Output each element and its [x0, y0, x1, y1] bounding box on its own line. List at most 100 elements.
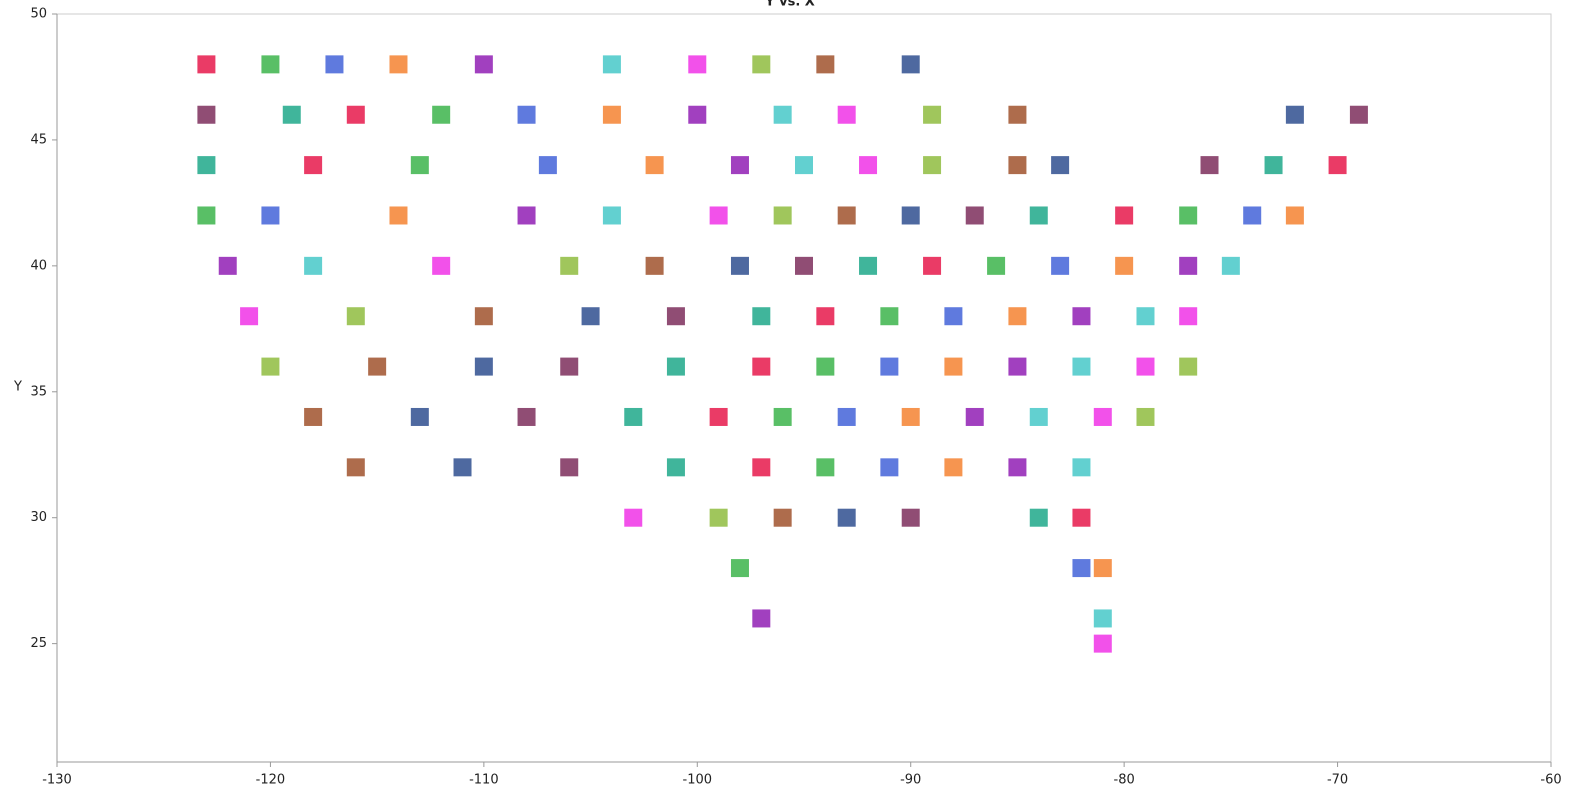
point	[1051, 256, 1070, 275]
point	[325, 55, 344, 74]
point	[880, 458, 899, 477]
point	[837, 105, 856, 124]
point	[1072, 357, 1091, 376]
point	[923, 105, 942, 124]
point	[752, 357, 771, 376]
point	[709, 407, 728, 426]
point	[346, 307, 365, 326]
point	[432, 256, 451, 275]
point	[1029, 206, 1048, 225]
point	[1264, 156, 1283, 175]
point	[987, 256, 1006, 275]
point	[752, 609, 771, 628]
point	[410, 156, 429, 175]
point	[1093, 634, 1112, 653]
point	[666, 307, 685, 326]
point	[389, 206, 408, 225]
point	[560, 357, 579, 376]
point	[368, 357, 387, 376]
point	[1179, 357, 1198, 376]
point	[1136, 307, 1155, 326]
point	[923, 256, 942, 275]
point	[261, 206, 280, 225]
point	[773, 407, 792, 426]
point	[1072, 307, 1091, 326]
point	[901, 206, 920, 225]
chart-title: Y vs. X	[764, 0, 815, 10]
point	[1029, 508, 1048, 527]
y-tick-label: 45	[30, 132, 47, 147]
point	[773, 105, 792, 124]
x-tick-label: -110	[469, 773, 499, 788]
point	[261, 55, 280, 74]
y-tick-label: 30	[30, 510, 47, 525]
y-tick-label: 40	[30, 258, 47, 273]
point	[474, 55, 493, 74]
point	[1285, 105, 1304, 124]
point	[218, 256, 237, 275]
point	[816, 458, 835, 477]
point	[1179, 256, 1198, 275]
point	[752, 458, 771, 477]
point	[1115, 206, 1134, 225]
x-tick-label: -130	[42, 773, 72, 788]
point	[923, 156, 942, 175]
point	[880, 357, 899, 376]
point	[795, 156, 813, 175]
point	[730, 559, 749, 578]
point	[965, 206, 984, 225]
point	[859, 256, 878, 275]
point	[432, 105, 451, 124]
point	[538, 156, 557, 175]
x-tick-label: -80	[1114, 773, 1135, 788]
point	[474, 307, 493, 326]
point	[837, 206, 856, 225]
point	[666, 458, 685, 477]
point	[1328, 156, 1347, 175]
point	[965, 407, 984, 426]
point	[901, 55, 920, 74]
point	[901, 407, 920, 426]
point	[517, 105, 536, 124]
point	[1179, 307, 1198, 326]
point	[944, 307, 963, 326]
point	[1008, 357, 1027, 376]
point	[602, 105, 621, 124]
point	[1072, 508, 1091, 527]
point	[560, 256, 579, 275]
point	[581, 307, 600, 326]
point	[560, 458, 579, 477]
point	[1072, 458, 1091, 477]
point	[730, 156, 749, 175]
point	[197, 206, 216, 225]
point	[624, 508, 643, 527]
x-tick-label: -120	[256, 773, 286, 788]
point	[645, 256, 664, 275]
y-tick-label: 50	[30, 7, 47, 22]
point	[1221, 256, 1240, 275]
point	[730, 256, 749, 275]
point	[1200, 156, 1219, 175]
point	[1115, 256, 1134, 275]
point	[1179, 206, 1198, 225]
point	[624, 407, 643, 426]
point	[1008, 105, 1027, 124]
point	[346, 458, 365, 477]
point	[1093, 407, 1112, 426]
point	[1029, 407, 1048, 426]
point	[1136, 407, 1155, 426]
x-tick-label: -60	[1540, 773, 1561, 788]
x-tick-label: -100	[683, 773, 713, 788]
point	[880, 307, 899, 326]
point	[602, 206, 621, 225]
point	[645, 156, 664, 175]
y-axis-label: Y	[13, 380, 22, 395]
point	[304, 156, 323, 175]
point	[1285, 206, 1304, 225]
point	[773, 206, 792, 225]
point	[304, 256, 323, 275]
point	[1051, 156, 1070, 175]
point	[901, 508, 920, 527]
point	[752, 55, 771, 74]
